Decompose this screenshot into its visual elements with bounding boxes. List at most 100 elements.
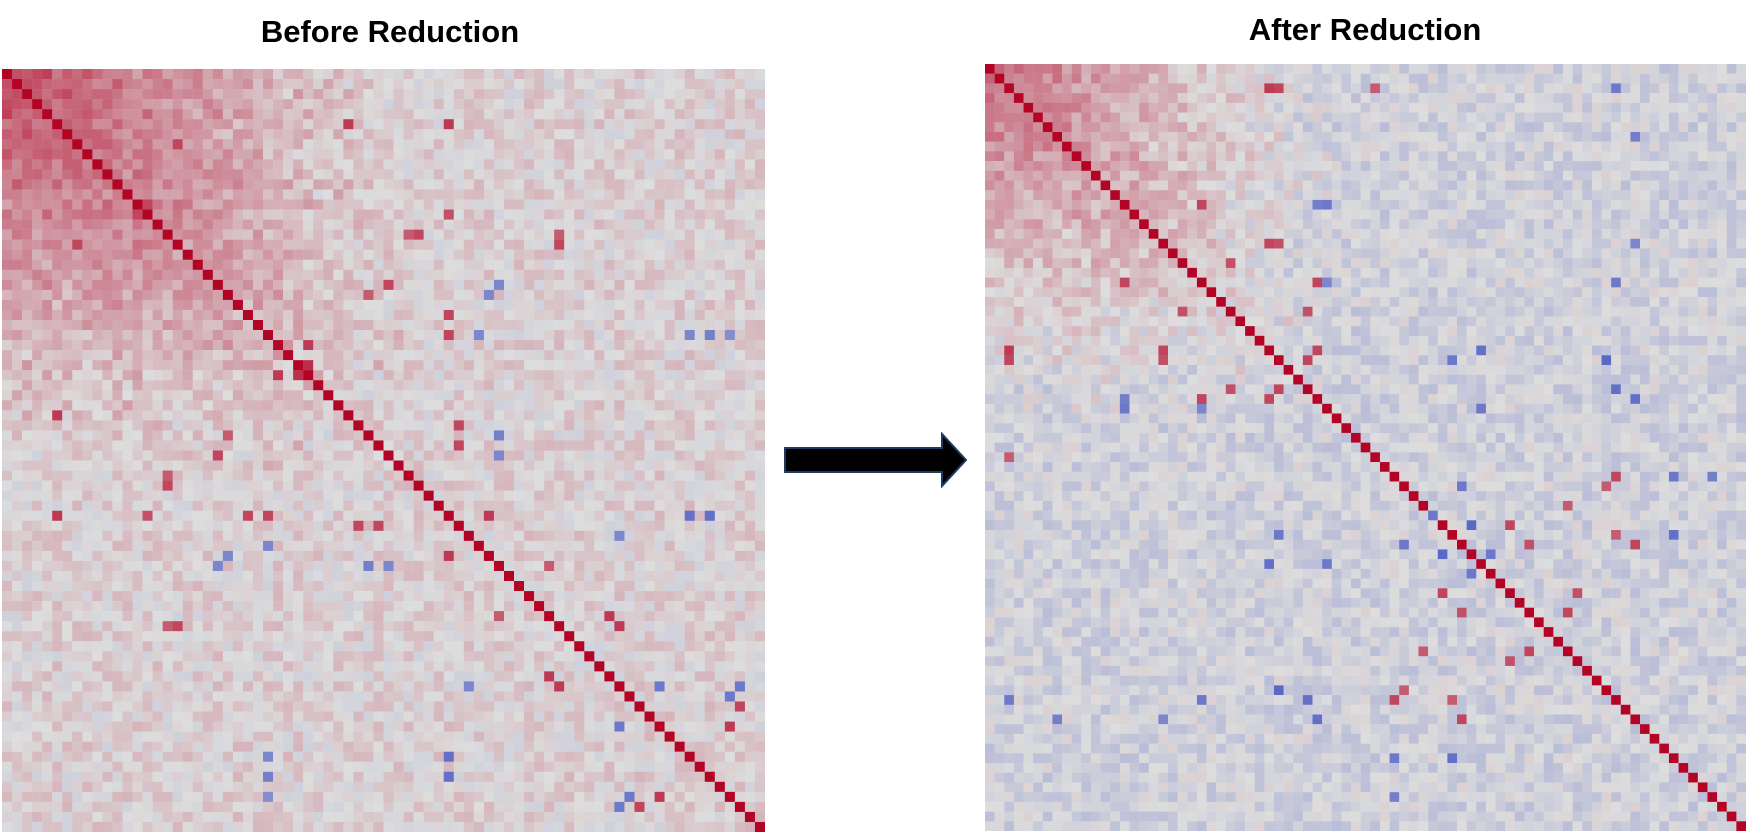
heatmap-cell (514, 671, 525, 682)
heatmap-cell (443, 440, 454, 451)
heatmap-cell (222, 661, 234, 672)
heatmap-cell (674, 289, 685, 301)
heatmap-cell (92, 269, 103, 281)
heatmap-cell (503, 440, 515, 451)
heatmap-cell (62, 119, 73, 130)
heatmap-cell (433, 721, 444, 732)
heatmap-cell (112, 440, 123, 451)
heatmap-cell (252, 701, 264, 712)
heatmap-cell (192, 701, 203, 712)
heatmap-cell (52, 520, 63, 532)
heatmap-cell (534, 510, 545, 521)
heatmap-cell (313, 119, 324, 130)
heatmap-cell (92, 651, 103, 662)
heatmap-cell (293, 169, 304, 180)
heatmap-cell (263, 289, 274, 301)
heatmap-cell (423, 410, 434, 421)
heatmap-cell (92, 621, 103, 632)
heatmap-cell (303, 390, 314, 401)
heatmap-cell (32, 370, 43, 381)
heatmap-cell (664, 661, 675, 672)
heatmap-cell (242, 169, 254, 180)
heatmap-cell (514, 540, 525, 552)
heatmap-cell (263, 340, 274, 351)
heatmap-cell (463, 149, 475, 160)
heatmap-cell (363, 540, 374, 552)
heatmap-cell (594, 420, 605, 431)
heatmap-cell (323, 671, 334, 682)
heatmap-cell (383, 79, 394, 90)
heatmap-cell (323, 219, 334, 230)
heatmap-cell (624, 380, 635, 391)
heatmap-cell (202, 440, 214, 451)
heatmap-cell (22, 611, 33, 622)
heatmap-cell (584, 249, 595, 260)
heatmap-cell (644, 139, 655, 150)
heatmap-cell (303, 721, 314, 732)
heatmap-cell (714, 480, 726, 491)
heatmap-cell (604, 530, 615, 542)
heatmap-cell (293, 651, 304, 662)
heatmap-cell (674, 299, 685, 311)
heatmap-cell (413, 139, 424, 150)
heatmap-cell (102, 721, 113, 732)
heatmap-cell (473, 259, 485, 270)
heatmap-cell (694, 119, 705, 130)
heatmap-cell (102, 350, 113, 361)
heatmap-cell (72, 299, 83, 311)
heatmap-cell (413, 450, 424, 461)
heatmap-cell (403, 219, 414, 230)
heatmap-cell (293, 711, 304, 722)
heatmap-cell (413, 380, 424, 391)
heatmap-cell (212, 540, 224, 552)
heatmap-cell (433, 581, 444, 592)
heatmap-cell (724, 661, 736, 672)
heatmap-cell (62, 109, 73, 120)
heatmap-cell (564, 299, 575, 311)
heatmap-cell (373, 611, 384, 622)
heatmap-cell (403, 631, 414, 642)
heatmap-cell (2, 611, 13, 622)
heatmap-cell (172, 380, 183, 391)
heatmap-cell (122, 309, 133, 321)
heatmap-cell (323, 79, 334, 90)
heatmap-cell (232, 179, 244, 190)
heatmap-cell (182, 651, 193, 662)
heatmap-cell (102, 601, 113, 612)
heatmap-cell (92, 701, 103, 712)
heatmap-cell (423, 490, 434, 501)
heatmap-cell (694, 611, 705, 622)
heatmap-cell (102, 259, 113, 270)
heatmap-cell (102, 420, 113, 431)
heatmap-cell (744, 420, 756, 431)
heatmap-cell (283, 239, 294, 250)
heatmap-cell (674, 380, 685, 391)
heatmap-cell (363, 420, 374, 431)
heatmap-cell (473, 330, 485, 341)
heatmap-cell (132, 159, 143, 170)
heatmap-cell (92, 611, 103, 622)
heatmap-cell (252, 591, 264, 602)
heatmap-cell (82, 591, 93, 602)
heatmap-cell (614, 651, 625, 662)
heatmap-cell (704, 119, 716, 130)
heatmap-cell (744, 671, 756, 682)
heatmap-cell (2, 450, 13, 461)
heatmap-cell (544, 530, 555, 542)
heatmap-cell (664, 550, 675, 562)
heatmap-cell (162, 510, 173, 521)
heatmap-cell (704, 340, 716, 351)
heatmap-cell (564, 440, 575, 451)
heatmap-cell (423, 530, 434, 542)
heatmap-cell (754, 410, 765, 421)
heatmap-cell (493, 279, 505, 291)
heatmap-cell (724, 209, 736, 220)
heatmap-cell (544, 279, 555, 291)
heatmap-cell (594, 490, 605, 501)
heatmap-cell (323, 460, 334, 471)
heatmap-cell (734, 591, 746, 602)
heatmap-cell (353, 681, 364, 692)
heatmap-cell (52, 440, 63, 451)
heatmap-cell (704, 410, 716, 421)
heatmap-cell (122, 269, 133, 281)
